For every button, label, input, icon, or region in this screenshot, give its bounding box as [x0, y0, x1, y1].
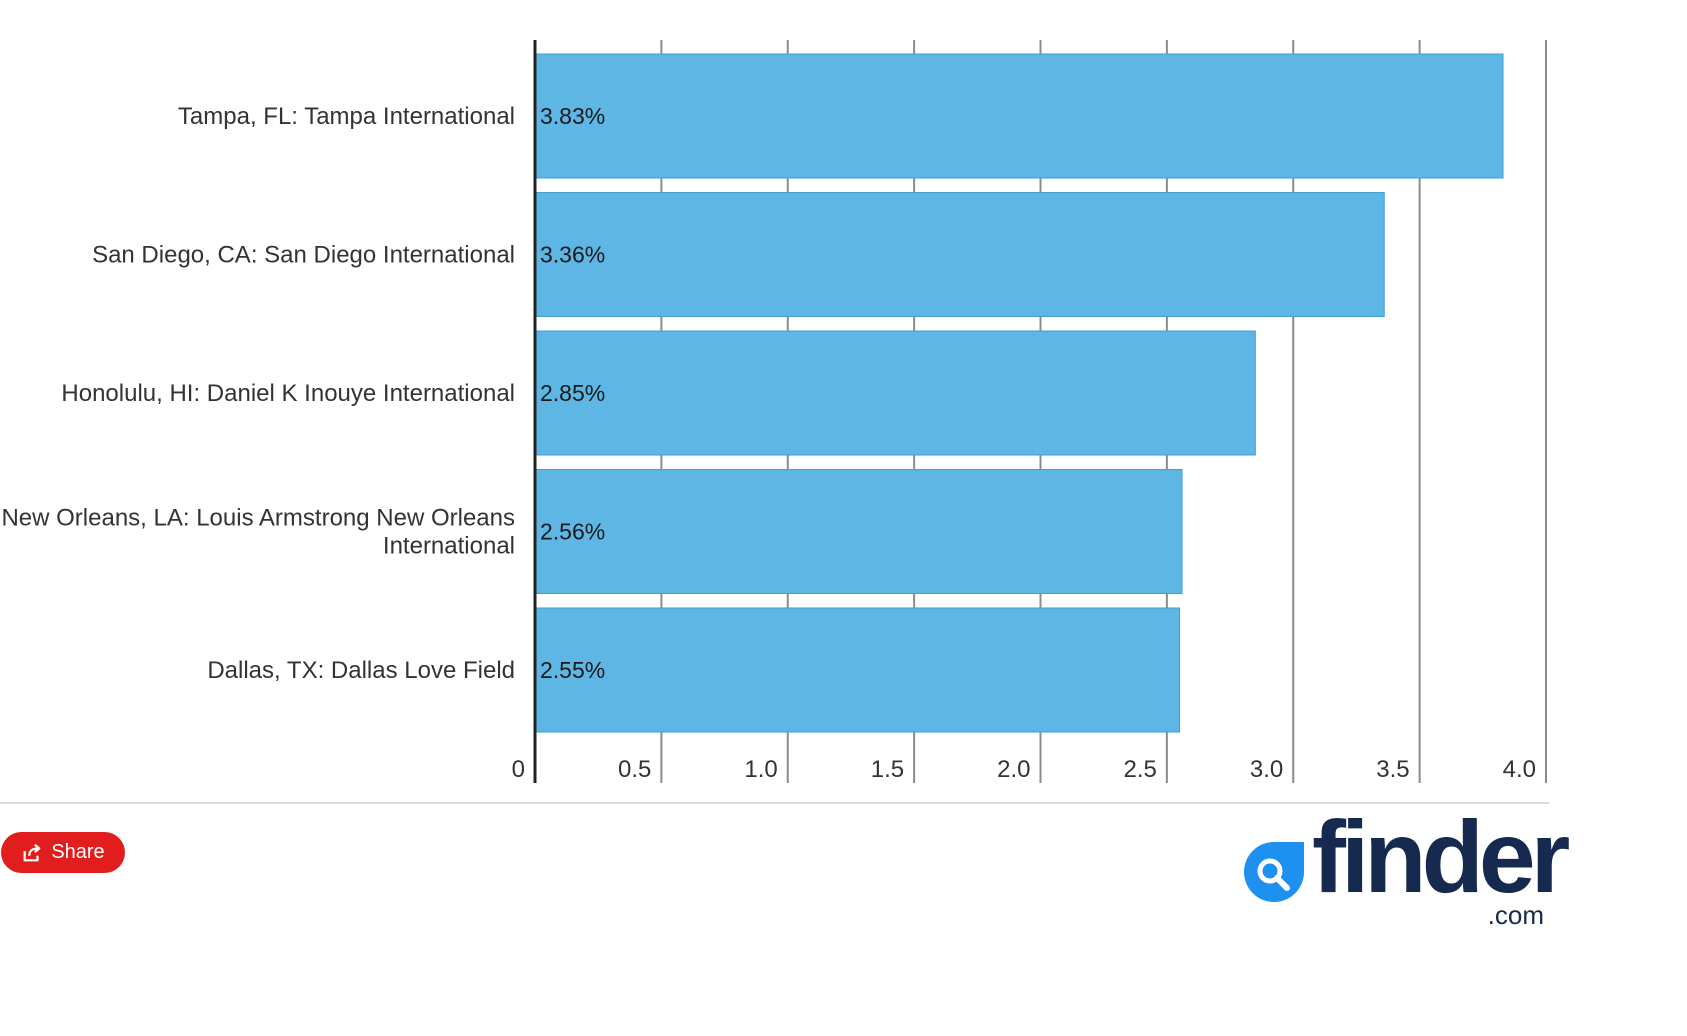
logo-wordmark: finder — [1312, 800, 1570, 914]
x-tick-label: 2.5 — [1124, 756, 1157, 783]
category-label: New Orleans, LA: Louis Armstrong New Orl… — [1, 505, 515, 532]
bar-value-label: 2.56% — [540, 519, 605, 545]
labels: 0 0.5 1.0 1.5 2.0 2.5 3.0 3.5 4.0 3.83% Tampa, FL:… — [1, 103, 1536, 783]
bar — [534, 607, 1181, 733]
category-label: Tampa, FL: Tampa International — [178, 103, 515, 130]
category-label: Honolulu, HI: Daniel K Inouye Internatio… — [61, 380, 515, 407]
share-button[interactable]: Share — [1, 832, 125, 873]
bar-value-label: 2.55% — [540, 657, 605, 683]
category-label: Dallas, TX: Dallas Love Field — [207, 657, 515, 684]
x-tick-label: 2.0 — [997, 756, 1030, 783]
share-label: Share — [51, 841, 105, 863]
footer-divider — [0, 802, 1549, 804]
category-label: International — [383, 533, 515, 560]
x-tick-label: 1.0 — [744, 756, 777, 783]
bar-value-label: 3.83% — [540, 103, 605, 129]
x-tick-label: 4.0 — [1503, 756, 1536, 783]
x-tick-label: 3.5 — [1376, 756, 1409, 783]
share-icon — [23, 843, 41, 861]
bars — [534, 53, 1504, 733]
finder-logo[interactable]: finder .com — [1240, 806, 1570, 936]
bar-chart: 0 0.5 1.0 1.5 2.0 2.5 3.0 3.5 4.0 3.83% Tampa, FL:… — [1, 40, 1547, 783]
x-tick-label: 3.0 — [1250, 756, 1283, 783]
x-tick-label: 0.5 — [618, 756, 651, 783]
x-tick-label: 0 — [512, 756, 525, 783]
bar-value-label: 3.36% — [540, 242, 605, 268]
search-icon — [1244, 842, 1304, 902]
bar — [534, 192, 1385, 317]
x-tick-label: 1.5 — [871, 756, 904, 783]
bar-value-label: 2.85% — [540, 380, 605, 406]
bar — [534, 53, 1504, 179]
bar — [534, 469, 1183, 594]
bar — [534, 330, 1256, 456]
logo-domain: .com — [1487, 900, 1544, 930]
category-label: San Diego, CA: San Diego International — [92, 242, 515, 269]
